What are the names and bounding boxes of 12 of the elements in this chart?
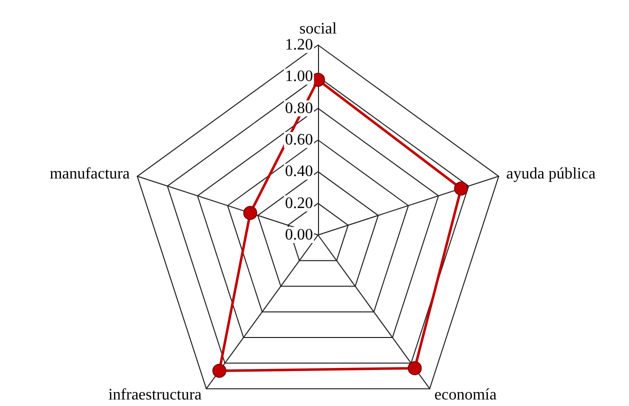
- y-tick-label: 0.40: [285, 163, 313, 180]
- y-tick-label: 1.00: [285, 68, 313, 86]
- spoke-label: ayuda pública: [506, 165, 596, 182]
- y-tick-label: 0.80: [285, 100, 313, 117]
- spoke-label: economía: [434, 386, 497, 404]
- y-tick-label: 1.20: [285, 36, 313, 54]
- y-tick-label: 0.00: [285, 226, 313, 244]
- y-tick-label: 0.20: [285, 194, 313, 212]
- y-tick-label: 0.60: [285, 132, 313, 148]
- spoke-label: manufactura: [50, 165, 130, 182]
- spoke-label: infraestructura: [108, 386, 202, 404]
- spoke-label: social: [299, 20, 338, 38]
